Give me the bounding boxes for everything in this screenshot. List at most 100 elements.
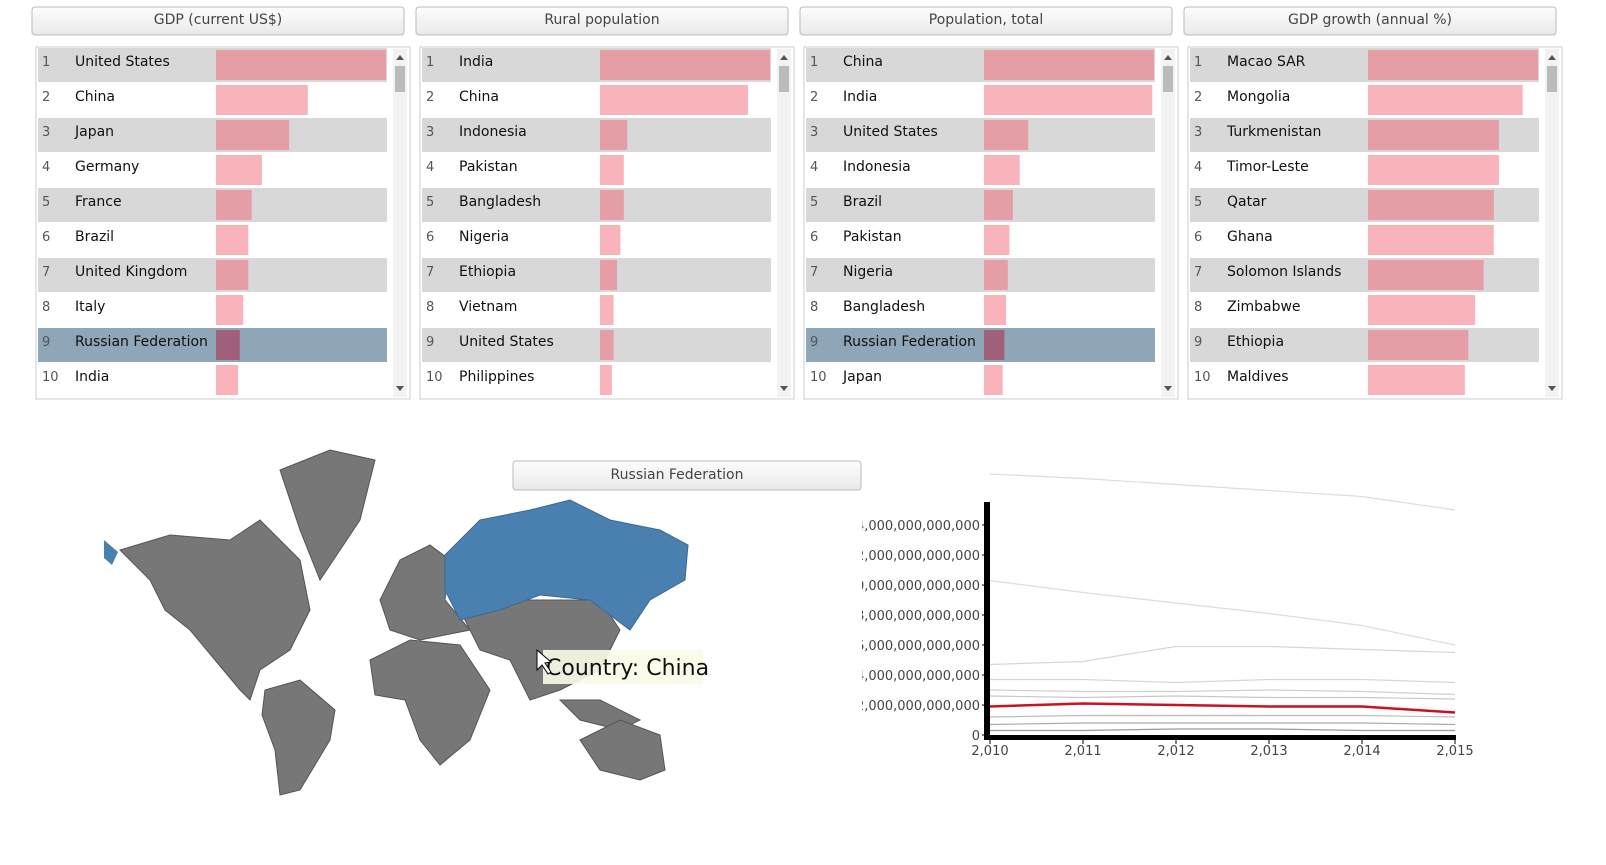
greenland[interactable] <box>279 449 376 582</box>
list-row[interactable] <box>1190 363 1539 397</box>
panel-header-button[interactable] <box>1183 6 1557 36</box>
row-name: United States <box>459 334 554 350</box>
row-name: Zimbabwe <box>1227 299 1301 315</box>
y-tick-label: 6,000,000,000,000 <box>856 639 980 654</box>
row-bar <box>216 190 252 220</box>
list-row[interactable] <box>806 188 1155 222</box>
list-row[interactable] <box>38 363 387 397</box>
row-bar <box>984 50 1154 80</box>
panel-header-button[interactable] <box>31 6 405 36</box>
row-rank: 5 <box>426 195 434 210</box>
list-row[interactable] <box>38 83 387 117</box>
scroll-down-arrow[interactable] <box>396 386 404 391</box>
row-name: China <box>75 89 115 105</box>
row-rank: 2 <box>42 90 50 105</box>
world-map[interactable] <box>104 449 689 796</box>
list-row[interactable] <box>422 153 771 187</box>
list-row[interactable] <box>38 293 387 327</box>
row-name: Maldives <box>1227 369 1289 385</box>
list-row[interactable] <box>806 223 1155 257</box>
list-row[interactable] <box>422 328 771 362</box>
row-rank: 6 <box>810 230 818 245</box>
row-bar <box>1368 50 1538 80</box>
y-tick-label: 0 <box>972 729 980 744</box>
row-name: United States <box>75 54 170 70</box>
scroll-up-arrow[interactable] <box>1164 55 1172 60</box>
row-name: Bangladesh <box>843 299 925 315</box>
scrollbar-thumb[interactable] <box>395 66 405 92</box>
list-row[interactable] <box>422 293 771 327</box>
africa[interactable] <box>369 639 491 766</box>
series-line <box>989 702 1456 714</box>
row-rank: 6 <box>426 230 434 245</box>
list-row[interactable] <box>38 258 387 292</box>
list-row[interactable] <box>422 223 771 257</box>
row-bar <box>984 225 1010 255</box>
list-row[interactable] <box>38 223 387 257</box>
scroll-up-arrow[interactable] <box>1548 55 1556 60</box>
list-row[interactable] <box>1190 328 1539 362</box>
row-bar <box>216 365 239 395</box>
list-row[interactable] <box>422 188 771 222</box>
row-name: Brazil <box>75 229 114 245</box>
row-bar <box>600 260 617 290</box>
list-row[interactable] <box>1190 293 1539 327</box>
scrollbar-track[interactable] <box>777 49 791 397</box>
series-line <box>989 473 1456 511</box>
scrollbar-thumb[interactable] <box>1163 66 1173 92</box>
row-bar <box>600 50 770 80</box>
row-bar <box>1368 365 1465 395</box>
row-rank: 2 <box>810 90 818 105</box>
list-row[interactable] <box>422 118 771 152</box>
row-rank: 8 <box>810 300 818 315</box>
list-row[interactable] <box>806 328 1155 362</box>
scroll-down-arrow[interactable] <box>1164 386 1172 391</box>
row-bar <box>600 155 624 185</box>
list-row[interactable] <box>38 328 387 362</box>
scrollbar-thumb[interactable] <box>1547 66 1557 92</box>
row-rank: 5 <box>42 195 50 210</box>
scroll-up-arrow[interactable] <box>396 55 404 60</box>
list-row[interactable] <box>806 293 1155 327</box>
row-bar <box>216 120 290 150</box>
scrollbar-thumb[interactable] <box>779 66 789 92</box>
y-axis <box>984 502 990 740</box>
australia[interactable] <box>579 719 666 781</box>
north-america[interactable] <box>119 519 311 701</box>
south-america[interactable] <box>261 679 336 796</box>
row-bar <box>984 120 1029 150</box>
scrollbar-track[interactable] <box>1161 49 1175 397</box>
scroll-down-arrow[interactable] <box>780 386 788 391</box>
list-row[interactable] <box>806 258 1155 292</box>
list-row[interactable] <box>422 258 771 292</box>
series-line <box>989 714 1456 718</box>
list-row[interactable] <box>806 118 1155 152</box>
scrollbar-track[interactable] <box>393 49 407 397</box>
x-axis <box>984 735 1456 740</box>
row-bar <box>216 330 240 360</box>
list-row[interactable] <box>38 153 387 187</box>
row-name: United States <box>843 124 938 140</box>
row-rank: 3 <box>42 125 50 140</box>
list-row[interactable] <box>806 363 1155 397</box>
row-name: United Kingdom <box>75 264 187 280</box>
panel-header-button[interactable] <box>415 6 789 36</box>
selected-country-button[interactable] <box>512 460 862 491</box>
row-bar <box>1368 225 1494 255</box>
row-rank: 1 <box>1194 55 1202 70</box>
row-bar <box>600 365 612 395</box>
list-row[interactable] <box>806 153 1155 187</box>
scroll-down-arrow[interactable] <box>1548 386 1556 391</box>
row-rank: 10 <box>1194 370 1211 385</box>
row-name: India <box>75 369 109 385</box>
scrollbar-track[interactable] <box>1545 49 1559 397</box>
panel-header-button[interactable] <box>799 6 1173 36</box>
row-bar <box>1368 330 1469 360</box>
list-row[interactable] <box>38 118 387 152</box>
russia[interactable] <box>444 499 689 631</box>
list-row[interactable] <box>38 188 387 222</box>
scroll-up-arrow[interactable] <box>780 55 788 60</box>
row-bar <box>984 155 1020 185</box>
alaska[interactable] <box>104 540 118 565</box>
list-row[interactable] <box>422 363 771 397</box>
